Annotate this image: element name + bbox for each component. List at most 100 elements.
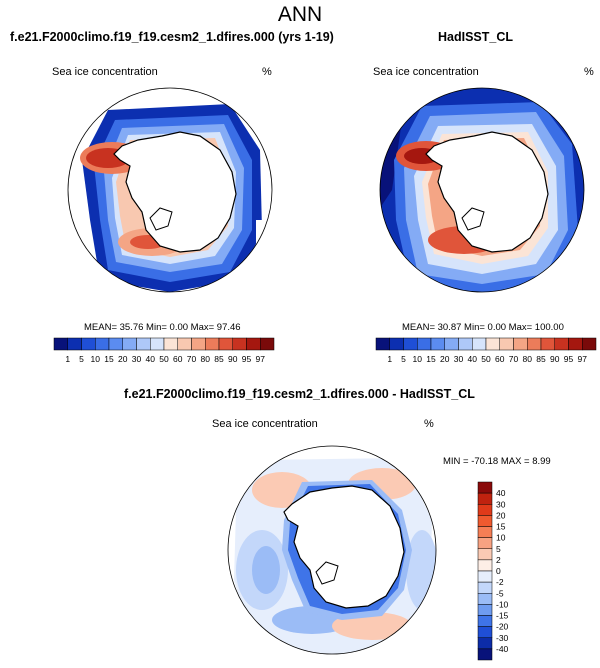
colorbar2-tick-label: 95 <box>564 354 574 364</box>
colorbar1-tick-label: 15 <box>104 354 114 364</box>
colorbar1-swatch <box>260 337 275 351</box>
colorbar3-tick-label: 0 <box>496 566 501 576</box>
colorbar2-swatch <box>582 337 597 351</box>
colorbar3-tick-label: 15 <box>496 522 506 532</box>
colorbar2-swatch <box>389 337 404 351</box>
colorbar1-tick-label: 80 <box>201 354 211 364</box>
colorbar1-tick-label: 20 <box>118 354 128 364</box>
colorbar3-swatch <box>477 559 493 572</box>
map1-antarctica <box>113 131 237 253</box>
panel3-units: % <box>424 418 434 430</box>
colorbar2-tick-label: 30 <box>454 354 464 364</box>
colorbar3-tick-label: -30 <box>496 633 509 643</box>
colorbar3-tick-label: 5 <box>496 544 501 554</box>
colorbar1-tick-label: 90 <box>228 354 238 364</box>
colorbar2-tick-label: 15 <box>426 354 436 364</box>
colorbar1-swatch <box>136 337 151 351</box>
colorbar3-swatch <box>477 492 493 505</box>
colorbar3-swatch <box>477 648 493 661</box>
colorbar1-swatch <box>122 337 137 351</box>
colorbar1-tick-label: 97 <box>256 354 266 364</box>
colorbar3-swatch <box>477 526 493 538</box>
panel1-units: % <box>262 66 272 78</box>
colorbar2: 1 5 10 15 20 30 40 50 60 70 80 85 90 95 97 <box>375 337 597 364</box>
colorbar1-swatch <box>53 337 68 351</box>
colorbar3-tick-label: -2 <box>496 577 504 587</box>
colorbar2-tick-label: 1 <box>387 354 392 364</box>
colorbar1-swatch <box>67 337 82 351</box>
colorbar3-swatch <box>477 581 493 594</box>
colorbar1-tick-label: 40 <box>146 354 156 364</box>
colorbar2-swatch <box>485 337 500 351</box>
colorbar2-tick-label: 5 <box>401 354 406 364</box>
panel1-variable: Sea ice concentration <box>52 66 158 78</box>
panel1-stats: MEAN= 35.76 Min= 0.00 Max= 97.46 <box>84 322 241 333</box>
colorbar1-swatch <box>108 337 123 351</box>
colorbar2-tick-label: 60 <box>495 354 505 364</box>
map3-antarctica <box>283 485 405 609</box>
colorbar1-swatch <box>81 337 96 351</box>
colorbar3-tick-label: 40 <box>496 488 506 498</box>
colorbar3-swatch <box>477 548 493 561</box>
panel1-case-name: f.e21.F2000climo.f19_f19.cesm2_1.dfires.… <box>10 30 334 44</box>
panel3-case-name: f.e21.F2000climo.f19_f19.cesm2_1.dfires.… <box>124 387 475 401</box>
colorbar2-tick-label: 50 <box>481 354 491 364</box>
colorbar1-swatch <box>218 337 233 351</box>
colorbar3-tick-label: 30 <box>496 499 506 509</box>
panel3-variable: Sea ice concentration <box>212 418 318 430</box>
colorbar2-swatch <box>540 337 555 351</box>
colorbar3-tick-label: -5 <box>496 588 504 598</box>
panel3-stats: MIN = -70.18 MAX = 8.99 <box>443 456 551 467</box>
colorbar3-swatch <box>477 593 493 605</box>
colorbar3-swatch <box>477 626 493 638</box>
panel2-case-name: HadISST_CL <box>438 30 514 44</box>
colorbar2-swatch <box>527 337 542 351</box>
page-title: ANN <box>277 3 323 26</box>
colorbar3-tick-label: 20 <box>496 510 506 520</box>
map2-chart <box>379 87 585 293</box>
colorbar2-tick-label: 85 <box>536 354 546 364</box>
colorbar3-swatch <box>477 515 493 527</box>
colorbar1-swatch <box>232 337 247 351</box>
colorbar3-swatch <box>477 604 493 616</box>
colorbar2-tick-label: 70 <box>509 354 519 364</box>
map2-antarctica <box>425 131 549 253</box>
colorbar2-swatch <box>472 337 487 351</box>
colorbar2-swatch <box>417 337 432 351</box>
colorbar3-swatch <box>477 537 493 549</box>
colorbar2-swatch <box>403 337 418 351</box>
colorbar1-swatch <box>205 337 220 351</box>
colorbar3-swatch <box>477 570 493 583</box>
colorbar2-swatch <box>513 337 528 351</box>
colorbar2-tick-label: 40 <box>468 354 478 364</box>
colorbar3-swatch <box>477 504 493 516</box>
colorbar1-tick-label: 50 <box>159 354 169 364</box>
colorbar1-tick-label: 10 <box>91 354 101 364</box>
colorbar2-tick-label: 80 <box>523 354 533 364</box>
colorbar3-tick-label: -40 <box>496 644 509 654</box>
colorbar2-swatch <box>375 337 390 351</box>
colorbar3-swatch <box>477 615 493 627</box>
colorbar1-tick-label: 5 <box>79 354 84 364</box>
colorbar3-tick-label: -10 <box>496 599 509 609</box>
colorbar3-swatch <box>477 637 493 650</box>
colorbar3-tick-label: 10 <box>496 533 506 543</box>
map3-chart <box>227 445 437 655</box>
colorbar3-tick-label: 2 <box>496 555 501 565</box>
colorbar1: 1 5 10 15 20 30 40 50 60 70 80 85 90 95 97 <box>53 337 275 364</box>
colorbar1-swatch <box>246 337 261 351</box>
colorbar1-tick-label: 30 <box>132 354 142 364</box>
colorbar1-tick-label: 70 <box>187 354 197 364</box>
colorbar3-swatch <box>477 481 493 494</box>
colorbar2-tick-label: 97 <box>578 354 588 364</box>
colorbar2-tick-label: 10 <box>413 354 423 364</box>
panel2-units: % <box>584 66 594 78</box>
colorbar1-swatch <box>163 337 178 351</box>
colorbar1-tick-label: 60 <box>173 354 183 364</box>
colorbar3-tick-label: -20 <box>496 622 509 632</box>
colorbar1-swatch <box>191 337 206 351</box>
colorbar2-swatch <box>444 337 459 351</box>
panel2-variable: Sea ice concentration <box>373 66 479 78</box>
colorbar2-tick-label: 90 <box>550 354 560 364</box>
